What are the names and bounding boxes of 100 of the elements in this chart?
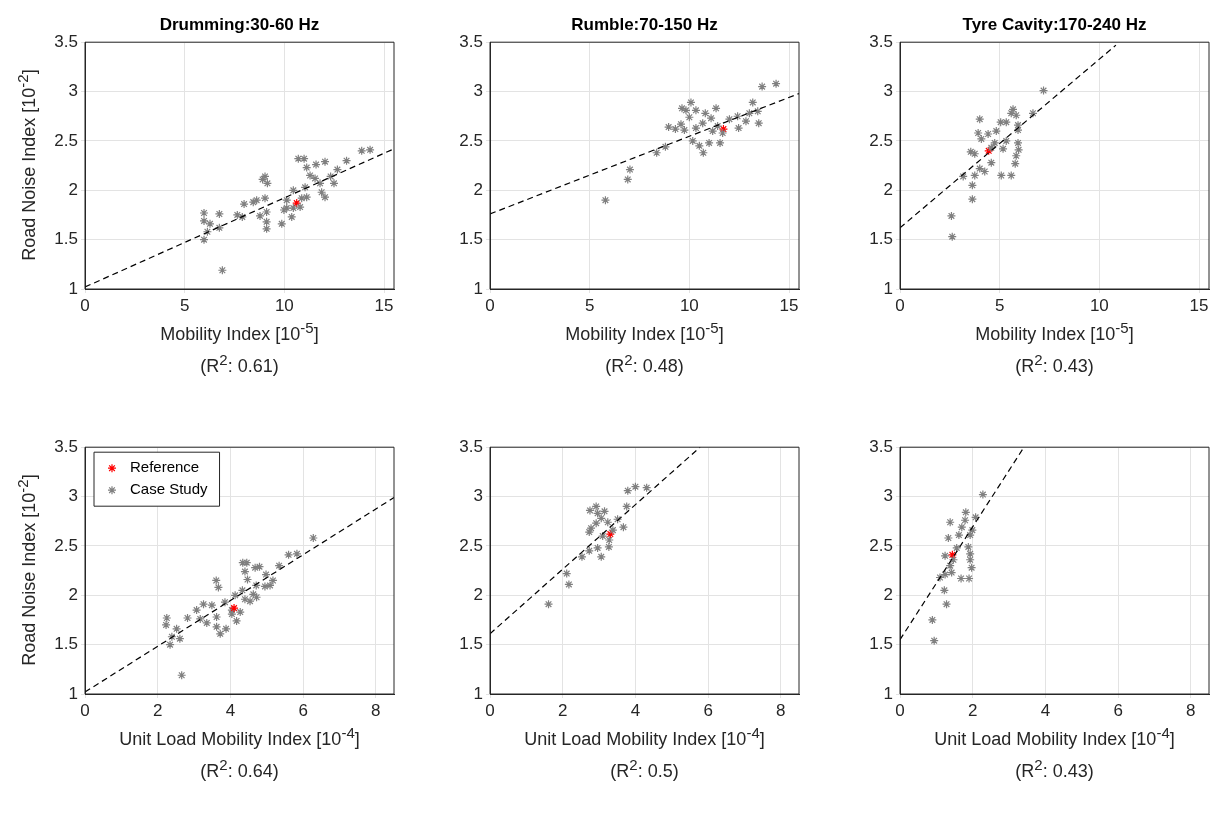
point [625, 164, 635, 175]
point [357, 146, 367, 156]
y-tick-label: 1.5 [54, 229, 78, 249]
point [691, 105, 701, 115]
point [961, 507, 971, 517]
point [305, 170, 315, 181]
point [927, 615, 937, 625]
point [980, 166, 990, 177]
point [630, 482, 641, 492]
point [255, 211, 265, 221]
point [274, 561, 284, 571]
y-tick-label: 1 [68, 278, 78, 298]
point [239, 199, 249, 209]
y-tick-label: 1 [883, 278, 893, 298]
point [562, 568, 572, 579]
point [734, 123, 744, 133]
point [308, 533, 318, 543]
point [623, 486, 633, 496]
point [320, 157, 330, 167]
point [976, 134, 986, 144]
point [975, 163, 985, 174]
chart-title: Tyre Cavity:170-240 Hz [961, 15, 1148, 35]
point [299, 154, 309, 164]
point [177, 670, 187, 680]
point [990, 138, 1000, 148]
point [292, 549, 302, 559]
point [698, 148, 708, 158]
y-tick-label: 1 [68, 683, 78, 703]
point [1011, 110, 1021, 120]
point [599, 506, 610, 516]
point [960, 515, 970, 525]
point [302, 162, 312, 173]
y-tick-label: 3 [883, 486, 893, 506]
point [947, 550, 957, 560]
point [664, 122, 674, 132]
point [713, 121, 723, 131]
y-tick-label: 3.5 [54, 31, 78, 51]
point [240, 594, 250, 604]
point [700, 108, 710, 118]
point [591, 501, 601, 512]
point [230, 590, 240, 600]
point [608, 525, 618, 535]
point [250, 563, 260, 573]
point [302, 192, 312, 202]
point [237, 212, 247, 222]
x-tick-label: 5 [584, 295, 595, 315]
x-axis-title: Unit Load Mobility Index [10$^{-4}$] [118, 724, 361, 750]
point [245, 596, 255, 606]
point [261, 569, 271, 580]
point [1006, 170, 1016, 181]
y-tick-label: 1.5 [54, 634, 78, 654]
point [605, 529, 615, 539]
point [295, 202, 305, 212]
point [967, 194, 977, 204]
x-tick-label: 5 [994, 295, 1005, 315]
x-tick-label: 8 [776, 700, 786, 720]
point [681, 105, 691, 115]
point [652, 148, 662, 158]
y-tick-label: 1.5 [869, 634, 893, 654]
point [251, 592, 262, 602]
point [593, 543, 603, 553]
point [698, 118, 708, 128]
x-tick-label: 6 [703, 700, 713, 720]
y-tick-label: 2 [68, 584, 78, 604]
point [283, 550, 294, 560]
x-tick-label: 15 [374, 295, 394, 315]
point [970, 170, 980, 181]
x-axis-title: Mobility Index [10$^{-5}$] [159, 319, 320, 345]
point [1001, 136, 1011, 146]
text: (R$^{2}$: 0.48) [604, 351, 685, 377]
y-tick-label: 2 [883, 584, 893, 604]
point [991, 126, 1001, 136]
point [691, 123, 701, 133]
point [753, 106, 763, 116]
point [293, 154, 303, 164]
y-tick-label: 2 [473, 179, 483, 199]
point [248, 589, 258, 599]
point [262, 207, 272, 217]
point [622, 501, 632, 512]
point [217, 265, 227, 275]
point [943, 533, 953, 543]
point [265, 580, 275, 591]
point [251, 580, 261, 591]
point [945, 561, 955, 571]
point [1028, 108, 1038, 118]
y-tick-label: 3.5 [459, 436, 483, 456]
point [585, 505, 595, 515]
x-tick-label: 4 [630, 700, 641, 720]
x-tick-label: 0 [485, 295, 495, 315]
point [744, 108, 754, 118]
point [748, 97, 758, 108]
y-tick-label: 2.5 [459, 535, 483, 555]
point [332, 164, 342, 175]
point [975, 114, 985, 124]
x-tick-label: 10 [1089, 295, 1109, 315]
point [310, 173, 320, 184]
point [161, 620, 171, 630]
x-tick-label: 15 [779, 295, 799, 315]
point [1011, 151, 1021, 161]
point [211, 575, 221, 586]
